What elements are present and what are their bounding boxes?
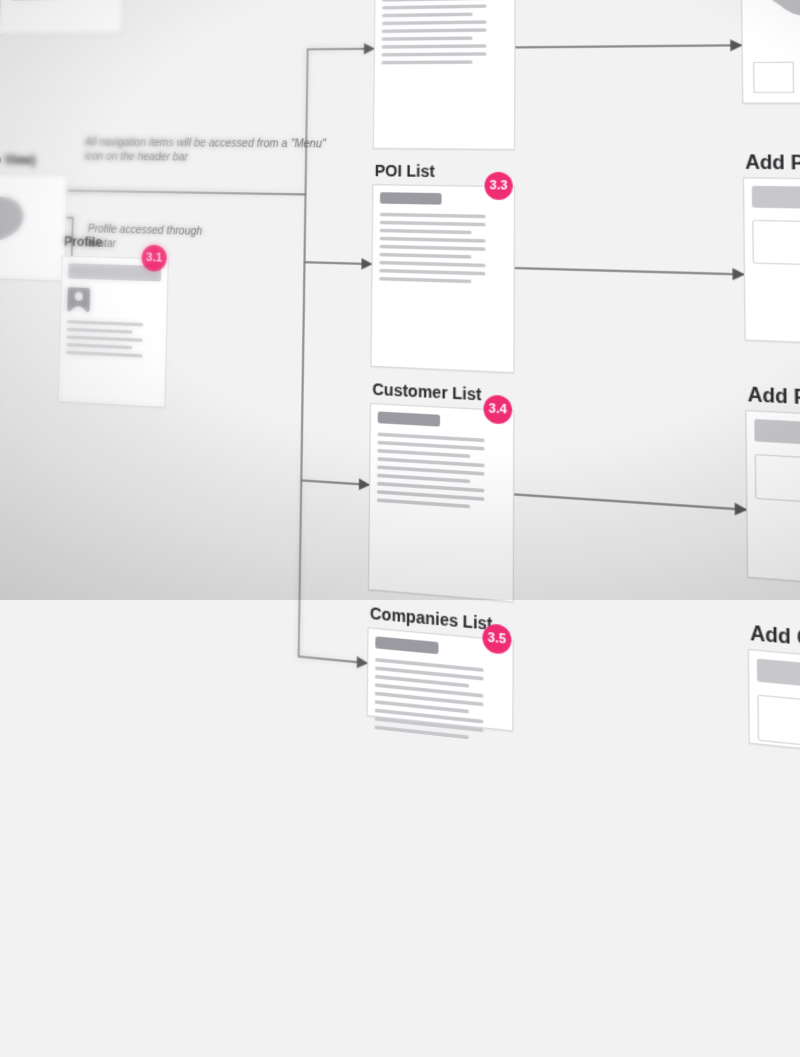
- node-title-poilist: POI List: [375, 161, 435, 180]
- flow-canvas: Navigation ItemsAll navigation items wil…: [0, 0, 800, 1057]
- doc-line: [382, 44, 487, 48]
- node-title-addpoi2: Add POI: [748, 385, 800, 411]
- connector: [497, 493, 746, 509]
- doc-line: [382, 13, 473, 18]
- node-viewmap: [740, 0, 800, 104]
- poi-header: [754, 419, 800, 453]
- node-title-home: Home (Map View): [0, 152, 36, 168]
- doc-line: [379, 269, 485, 276]
- form-field: [11, 0, 113, 1]
- doc-line: [66, 335, 142, 342]
- node-badge: 3.4: [483, 395, 512, 425]
- map-shape-icon: [0, 180, 49, 260]
- doc-line: [380, 213, 486, 218]
- doc-line: [381, 60, 472, 64]
- node-profile: [57, 255, 168, 408]
- map-frame: [749, 0, 800, 95]
- node-contact: [0, 0, 125, 35]
- connector: [498, 268, 743, 275]
- map-thumb: [753, 62, 794, 93]
- node-badge: 3.3: [485, 172, 513, 200]
- node-analysis: [373, 0, 516, 150]
- doc-line: [379, 261, 485, 267]
- doc-line: [377, 498, 470, 508]
- caption-nav_note: All navigation items will be accessed fr…: [84, 137, 328, 167]
- node-home: [0, 173, 68, 282]
- doc-header-bar: [380, 192, 442, 204]
- doc-line: [382, 28, 487, 33]
- doc-lines: [374, 658, 505, 743]
- doc-line: [382, 0, 486, 2]
- connector: [499, 45, 741, 47]
- doc-line: [67, 328, 133, 334]
- doc-line: [67, 320, 143, 326]
- node-custlist: [368, 403, 515, 603]
- doc-line: [382, 4, 487, 9]
- node-addpoi1: [743, 177, 800, 349]
- doc-line: [380, 237, 486, 243]
- doc-lines: [379, 213, 507, 285]
- doc-line: [66, 343, 132, 349]
- doc-line: [377, 474, 470, 484]
- doc-lines: [377, 433, 506, 511]
- doc-line: [382, 20, 487, 25]
- avatar-icon: [67, 287, 90, 312]
- doc-line: [379, 277, 471, 283]
- doc-line: [380, 229, 472, 234]
- node-poilist: [370, 184, 515, 373]
- doc-line: [382, 52, 487, 56]
- poi-field: [752, 220, 800, 269]
- connector: [53, 49, 373, 196]
- doc-line: [382, 36, 473, 40]
- doc-line: [66, 351, 143, 358]
- doc-line: [379, 253, 471, 259]
- node-title-profile: Profile: [64, 234, 102, 250]
- node-addpoi2: [745, 410, 800, 596]
- doc-line: [377, 449, 470, 458]
- doc-line: [380, 221, 486, 227]
- poi-field: [755, 454, 800, 513]
- doc-header-bar: [375, 636, 438, 654]
- connector: [299, 480, 369, 663]
- poi-header: [752, 186, 800, 211]
- connector: [301, 262, 371, 485]
- doc-lines: [381, 0, 507, 64]
- doc-line: [380, 245, 486, 251]
- doc-header-bar: [378, 411, 440, 426]
- node-title-addpoi1: Add POI: [745, 153, 800, 176]
- connector: [305, 194, 373, 264]
- profile-lines: [66, 320, 160, 358]
